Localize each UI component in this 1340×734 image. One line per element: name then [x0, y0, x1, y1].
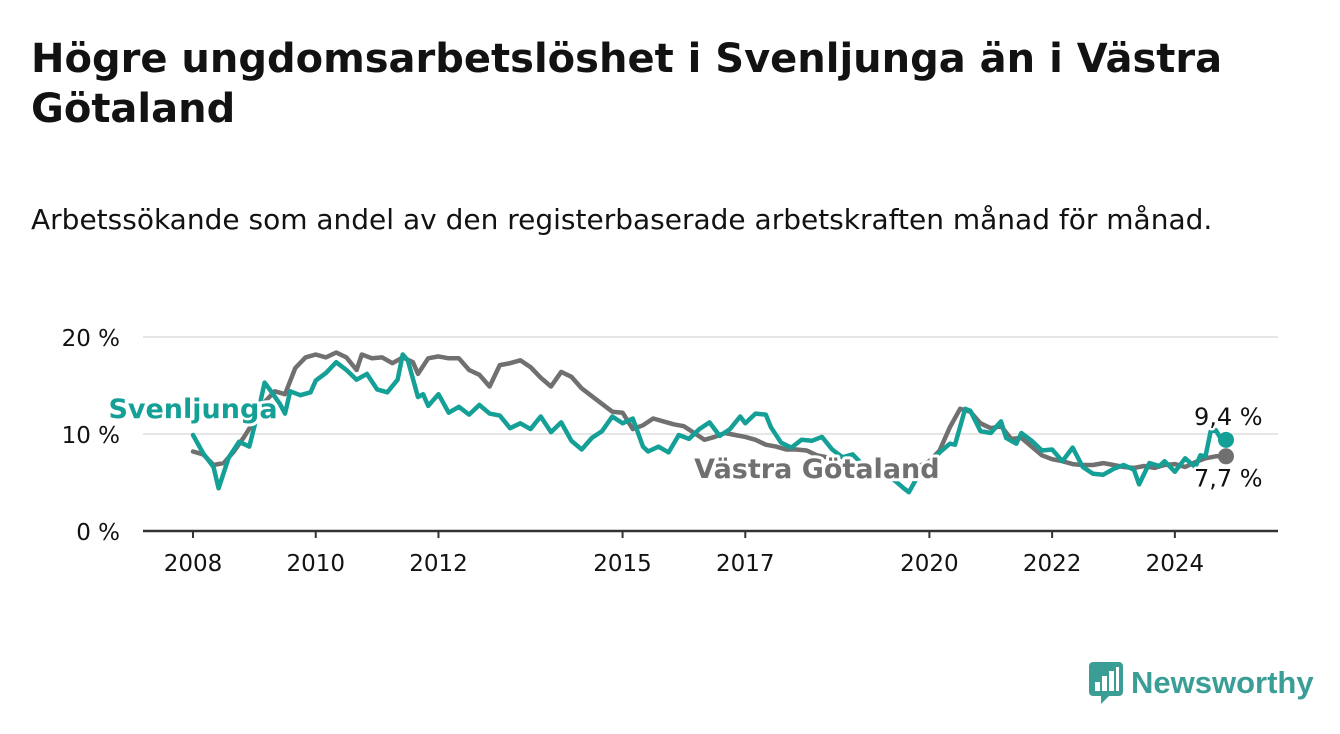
series-line-svenljunga	[190, 352, 1229, 495]
end-point-svenljunga	[1218, 431, 1234, 448]
series-labels: Svenljunga Västra Götaland 9,4 % 7,7 %	[105, 391, 1265, 495]
end-value-label-svenljunga: 9,4 %	[1194, 403, 1263, 431]
brand-name: Newsworthy	[1131, 665, 1314, 700]
newsworthy-logo: Newsworthy	[1089, 661, 1314, 705]
x-tick-label: 2010	[286, 551, 345, 577]
end-point-vastra-gotaland	[1218, 448, 1234, 465]
x-tick-label: 2015	[593, 551, 652, 577]
y-tick-label: 10 %	[62, 423, 120, 449]
x-tick-label: 2008	[164, 551, 223, 577]
x-tick-label: 2017	[716, 551, 775, 577]
x-tick-label: 2020	[900, 551, 959, 577]
chart-subtitle: Arbetssökande som andel av den registerb…	[31, 203, 1213, 236]
newsworthy-logo-icon	[1089, 662, 1123, 704]
series-lines	[190, 350, 1234, 495]
series-label-vastra-gotaland: Västra Götaland	[694, 454, 939, 485]
x-tick-label: 2024	[1146, 551, 1205, 577]
axes: 0 % 10 % 20 % 2008 2010 2012 2015 2017 2020 2022 2…	[62, 326, 1278, 577]
y-tick-label: 20 %	[62, 326, 120, 352]
chart-title: Högre ungdomsarbetslöshet i Svenljunga ä…	[31, 36, 1223, 132]
series-label-svenljunga: Svenljunga	[108, 394, 277, 425]
x-tick-label: 2012	[409, 551, 468, 577]
x-tick-label: 2022	[1023, 551, 1082, 577]
end-value-label-vastra-gotaland: 7,7 %	[1194, 464, 1263, 492]
grid-lines	[143, 336, 1278, 435]
series-line-vastra-gotaland	[190, 350, 1229, 477]
y-tick-label: 0 %	[76, 520, 120, 546]
